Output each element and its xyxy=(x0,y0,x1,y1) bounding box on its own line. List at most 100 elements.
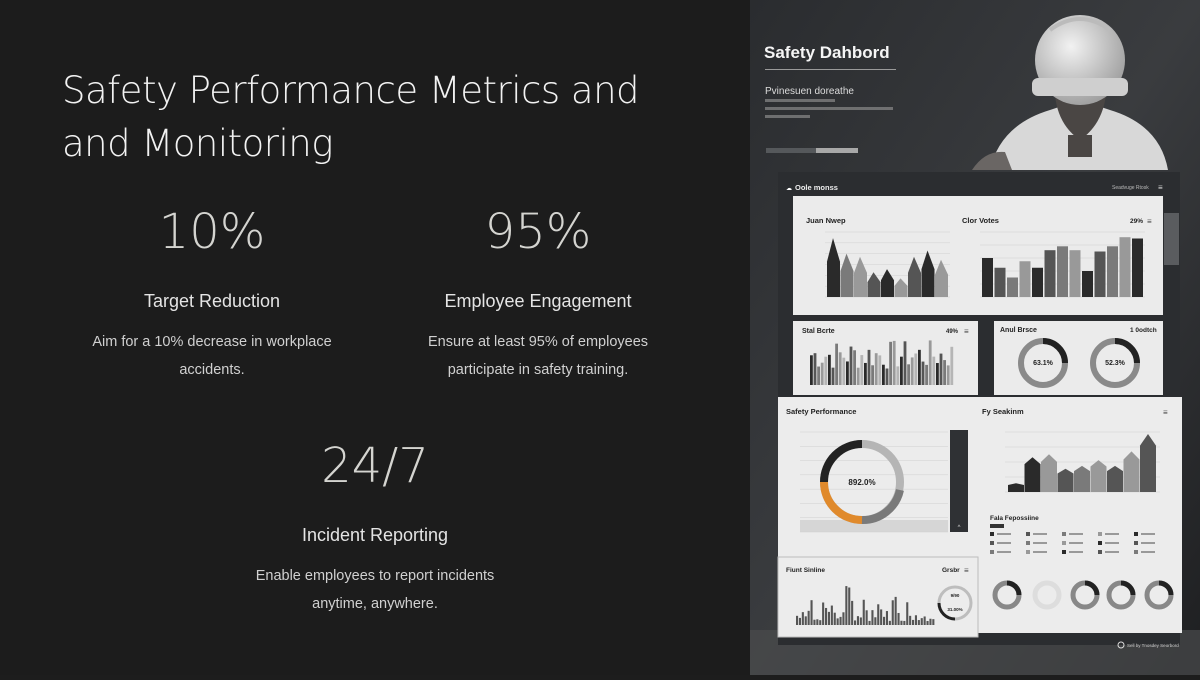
side-tab xyxy=(1164,213,1179,265)
bar xyxy=(810,355,813,385)
bar xyxy=(909,615,912,625)
image-subheading: Pvinesuen doreathe xyxy=(765,86,854,97)
bar xyxy=(859,617,862,625)
bar xyxy=(936,363,939,385)
bar xyxy=(880,609,883,625)
bar xyxy=(1007,277,1018,297)
bar xyxy=(810,600,813,625)
panel-title: Fiunt Sinline xyxy=(786,567,825,574)
bar xyxy=(1119,237,1131,297)
area-peak xyxy=(935,259,948,297)
legend-text xyxy=(1069,551,1083,553)
panel-title: Fy Seakinm xyxy=(982,407,1024,416)
donut-pair xyxy=(1018,338,1140,388)
legend-swatch xyxy=(990,532,994,536)
slide-title: Safety Performance Metrics and and Monit… xyxy=(62,69,640,165)
legend-text xyxy=(1105,551,1119,553)
donut-label: 892.0% xyxy=(848,478,875,487)
progress-fill xyxy=(816,148,858,153)
bar xyxy=(854,620,857,625)
area-peak xyxy=(881,269,894,297)
bar xyxy=(914,353,918,385)
dashboard-header-right: Seadvuge Rtosk xyxy=(1112,185,1149,191)
legend-swatch xyxy=(1098,550,1102,554)
bar xyxy=(925,364,928,385)
menu-icon: ≡ xyxy=(964,327,969,336)
bar xyxy=(867,349,871,385)
dashboard-header-title: Oole monss xyxy=(795,183,838,192)
legend-swatch xyxy=(1134,541,1138,545)
bar xyxy=(822,602,825,625)
slide-content: Safety Performance Metrics and and Monit… xyxy=(62,69,698,618)
area-peak xyxy=(908,256,921,297)
area-chart-d xyxy=(1005,431,1160,493)
menu-icon: ≡ xyxy=(1163,408,1168,417)
bar xyxy=(838,352,842,385)
area-peak xyxy=(1090,460,1107,492)
panel-value: Grsbr xyxy=(942,567,960,574)
bar xyxy=(897,612,900,625)
bar xyxy=(921,361,925,385)
legend-text xyxy=(1141,533,1155,535)
small-donuts xyxy=(992,580,1174,610)
bar xyxy=(1094,251,1106,297)
bar xyxy=(896,366,900,385)
bar xyxy=(831,367,835,385)
bar xyxy=(842,357,846,385)
bar xyxy=(839,616,842,625)
area-peak xyxy=(1057,468,1074,492)
bar xyxy=(824,356,828,385)
stat-description: Enable employees to report incidents any… xyxy=(255,568,495,612)
bar xyxy=(889,341,892,385)
bar xyxy=(1107,246,1118,297)
bar xyxy=(842,612,845,625)
panel-title: Juan Nwep xyxy=(806,216,846,225)
area-peak xyxy=(1024,457,1041,492)
bar xyxy=(1032,267,1043,297)
legend-text xyxy=(997,542,1011,544)
legend-text xyxy=(1033,533,1047,535)
bar xyxy=(1019,261,1031,297)
bar xyxy=(874,353,878,385)
stat-label: Employee Engagement xyxy=(444,291,632,311)
bar xyxy=(928,340,932,385)
chevron-up-icon[interactable]: ^ xyxy=(958,525,961,531)
image-footer: Sell by Tnosdey Seorbord xyxy=(1127,643,1179,648)
bar xyxy=(825,607,828,625)
bar xyxy=(851,600,854,625)
legend-swatch xyxy=(1062,541,1066,545)
stat-employee-engagement: 95% Employee Engagement Ensure at least … xyxy=(378,204,698,384)
bar xyxy=(891,600,894,625)
bar xyxy=(865,610,868,625)
slider-panel[interactable] xyxy=(950,430,968,532)
legend-swatch xyxy=(1098,541,1102,545)
dashboard-illustration: Safety Dahbord Pvinesuen doreathe ☁ Oole… xyxy=(750,0,1200,675)
stat-description: Ensure at least 95% of employees partici… xyxy=(427,334,649,378)
donut-segment-accent xyxy=(820,481,863,524)
bar xyxy=(807,610,810,625)
stat-incident-reporting: 24/7 Incident Reporting Enable employees… xyxy=(215,438,535,618)
bar xyxy=(804,616,807,625)
dashboard-image: Safety Dahbord Pvinesuen doreathe ☁ Oole… xyxy=(750,0,1200,675)
bar xyxy=(885,611,888,625)
panel-value: 1 0odtch xyxy=(1130,327,1157,334)
worker-helmet-icon xyxy=(972,15,1168,170)
bar xyxy=(1044,250,1056,297)
bar xyxy=(864,362,867,385)
bar-chart-e xyxy=(796,586,935,625)
bar xyxy=(798,617,801,625)
bar xyxy=(813,619,816,625)
bar xyxy=(903,341,907,385)
legend-title: Fala Fepossiine xyxy=(990,515,1039,522)
small-donut xyxy=(1032,580,1062,610)
bar xyxy=(845,586,848,625)
bar xyxy=(853,350,856,385)
bar xyxy=(1082,271,1093,297)
progress-track xyxy=(766,148,816,153)
safety-donut xyxy=(800,431,948,533)
bar xyxy=(862,599,865,625)
bar xyxy=(939,353,943,385)
bar xyxy=(910,357,914,385)
legend xyxy=(990,532,1155,554)
bar xyxy=(888,620,891,625)
